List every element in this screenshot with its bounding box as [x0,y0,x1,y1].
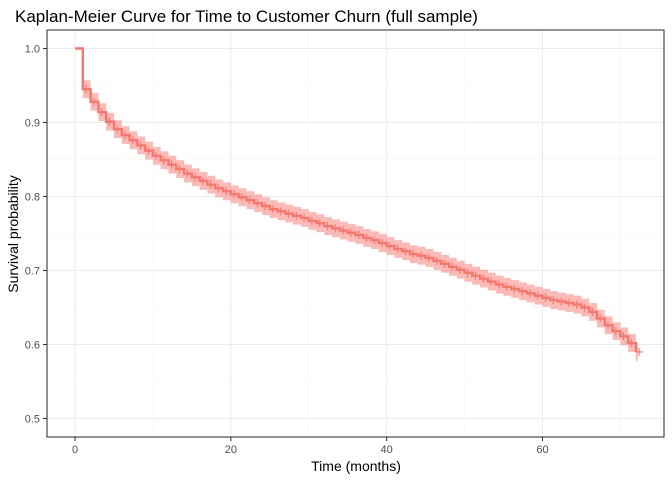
censor-mark [120,131,129,140]
censor-mark [549,296,558,305]
censor-mark [572,300,581,309]
y-tick-label: 0.8 [25,192,40,204]
censor-mark [557,297,566,306]
censor-mark [284,209,293,218]
censor-mark [619,332,628,341]
censor-mark [276,207,285,216]
censor-mark [214,184,223,193]
censor-mark [370,236,379,245]
censor-mark [315,219,324,228]
censor-mark [463,268,472,277]
censor-mark [580,303,589,312]
panel-border [46,29,665,438]
censor-mark [175,165,184,174]
censor-mark [261,202,270,211]
censor-mark [401,247,410,256]
censor-mark [471,271,480,280]
censor-mark [526,289,535,298]
censor-mark [502,282,511,291]
x-tick-label: 40 [381,444,393,456]
censor-mark [533,291,542,300]
x-tick-label: 60 [536,444,548,456]
x-tick-label: 20 [225,444,237,456]
censor-mark [479,274,488,283]
censor-mark [362,233,371,242]
censor-mark [339,226,348,235]
censor-mark [222,187,231,196]
censor-mark [510,285,519,293]
censor-mark [518,287,527,296]
censor-mark [564,299,573,308]
censor-mark [635,347,644,356]
censor-mark [385,242,394,251]
censor-mark [237,193,246,202]
censor-mark [455,265,464,274]
censor-mark [627,339,636,348]
censor-mark [113,125,122,134]
censor-mark [596,314,605,323]
y-tick-label: 0.9 [25,118,40,130]
censor-mark [307,216,316,225]
censor-mark [245,196,254,205]
censor-mark [346,228,355,237]
censor-mark [89,97,98,106]
censor-mark [541,293,550,302]
censor-mark [105,117,114,126]
censor-mark [409,250,418,259]
censor-mark [183,169,192,178]
censor-mark [393,245,402,254]
y-tick-label: 0.5 [25,414,40,426]
censor-mark [198,176,207,185]
censor-mark [331,224,340,233]
censor-mark [152,151,161,160]
censor-mark [377,239,386,248]
x-tick-label: 0 [72,444,78,456]
censor-mark [440,259,449,268]
y-axis-title: Survival probability [5,175,21,293]
plot-panel: 0 20 40 60 0.5 0.6 0.7 0.8 0.9 1.0 [25,29,665,456]
censor-mark [487,277,496,286]
censor-mark [292,211,301,220]
censor-mark [268,205,277,214]
y-tick-label: 0.6 [25,340,40,352]
censor-mark [494,280,503,289]
chart-title: Kaplan-Meier Curve for Time to Customer … [15,7,478,26]
y-tick-label: 0.7 [25,266,40,278]
censor-mark [354,230,363,239]
x-axis-title: Time (months) [311,458,401,474]
censor-mark [300,213,309,222]
censor-mark [128,136,137,145]
censor-mark [588,307,597,316]
censor-mark [97,108,106,117]
censor-mark [424,253,433,262]
censor-mark [206,180,215,189]
y-tick-label: 1.0 [25,44,40,56]
censor-mark [159,156,168,165]
censor-mark [81,85,90,94]
censor-mark [136,141,145,150]
censor-mark [191,173,200,182]
censor-mark [603,321,612,330]
censor-mark [323,222,332,231]
censor-mark [144,146,153,155]
censor-mark [229,190,238,199]
censor-mark [167,160,176,169]
censor-mark [253,199,262,208]
censor-mark [416,251,425,260]
censor-mark [448,262,457,271]
censor-mark [432,256,441,265]
censor-mark [611,327,620,336]
